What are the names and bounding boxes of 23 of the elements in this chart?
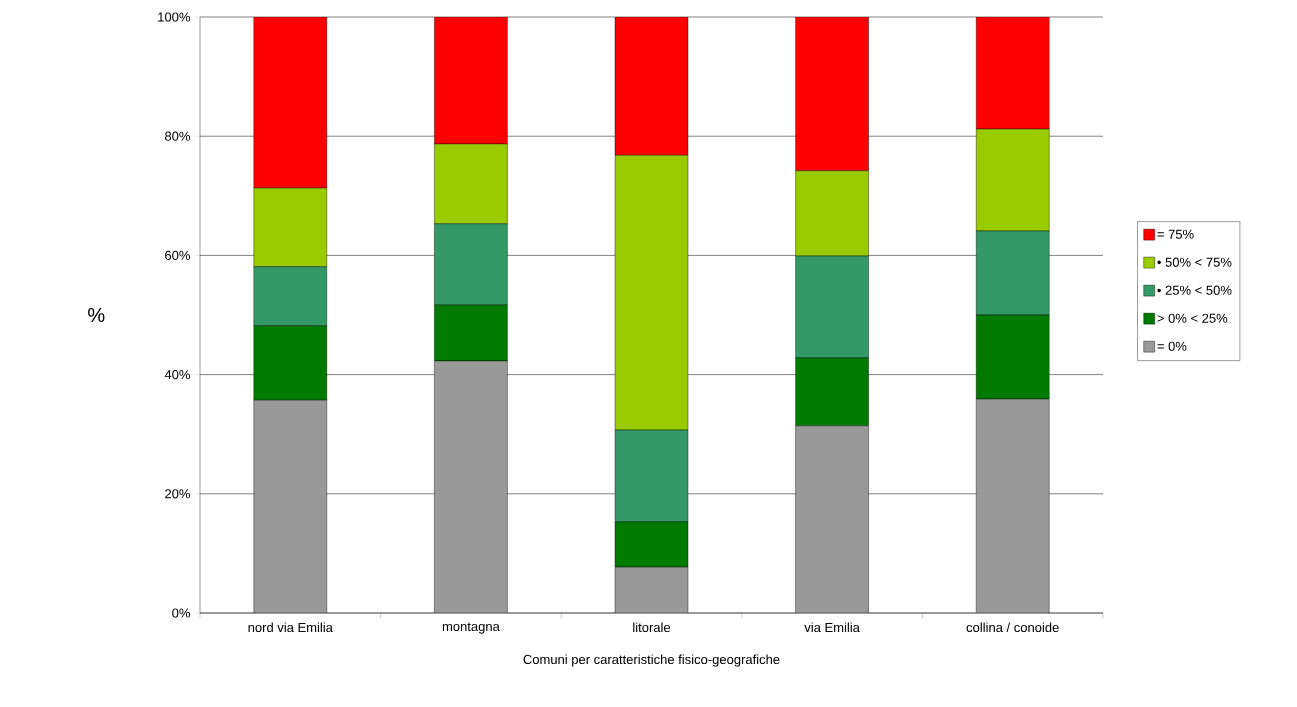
bar (614, 566, 689, 613)
y-tick-label: 80% (165, 131, 190, 141)
legend-label: = 0% (1157, 341, 1187, 351)
y-tick-label: 100% (158, 12, 190, 22)
legend-label: • 25% < 50% (1157, 285, 1232, 295)
legend-label: • 50% < 75% (1157, 257, 1232, 267)
x-tick-label: nord via Emilia (248, 622, 333, 633)
x-tick-label: litorale (633, 622, 671, 633)
y-tick-label: 40% (164, 369, 190, 380)
x-tick-label: via Emilia (804, 622, 860, 633)
x-axis-title: Comuni per caratteristiche fisico-geografiche (523, 654, 780, 667)
bar (434, 360, 508, 613)
x-tick-label: collina / conoide (966, 622, 1059, 633)
legend-label: > 0% < 25% (1157, 313, 1228, 323)
bar (976, 398, 1050, 613)
legend-label: = 75% (1157, 229, 1194, 239)
y-tick-label: 60% (165, 250, 190, 260)
bar (795, 425, 869, 613)
bar (253, 400, 327, 613)
y-tick-label: 0% (172, 608, 190, 618)
y-tick-label: 20% (165, 489, 190, 499)
x-tick-label: montagna (442, 622, 500, 634)
y-axis-title: % (88, 308, 105, 322)
